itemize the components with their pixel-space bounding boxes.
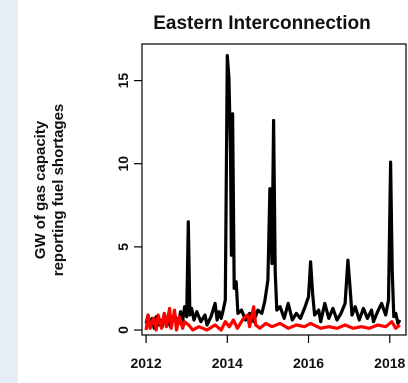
- y-axis-label-line1: GW of gas capacity: [32, 120, 49, 259]
- y-axis-label-line2: reporting fuel shortages: [50, 104, 67, 277]
- plot-frame: [141, 43, 407, 336]
- y-tick-label: 10: [115, 156, 131, 172]
- y-axis-label: GW of gas capacity reporting fuel shorta…: [32, 104, 67, 277]
- series-line-1: [144, 54, 402, 330]
- series-line-2: [144, 305, 401, 332]
- chart-title: Eastern Interconnection: [153, 13, 371, 34]
- y-axis: 0 5 10 15: [115, 73, 142, 334]
- y-tick-label: 0: [115, 326, 131, 334]
- y-tick-label: 5: [115, 243, 131, 251]
- y-tick-label: 15: [115, 73, 131, 89]
- x-tick-label: 2012: [130, 355, 161, 371]
- chart-svg: Eastern Interconnection GW of gas capaci…: [32, 13, 407, 371]
- x-axis: 2012 2014 2016 2018: [130, 335, 406, 371]
- series-layer: [144, 54, 402, 332]
- x-tick-label: 2016: [293, 355, 324, 371]
- x-tick-label: 2018: [374, 355, 405, 371]
- x-tick-label: 2014: [212, 355, 243, 371]
- chart-panel: Eastern Interconnection GW of gas capaci…: [18, 0, 408, 383]
